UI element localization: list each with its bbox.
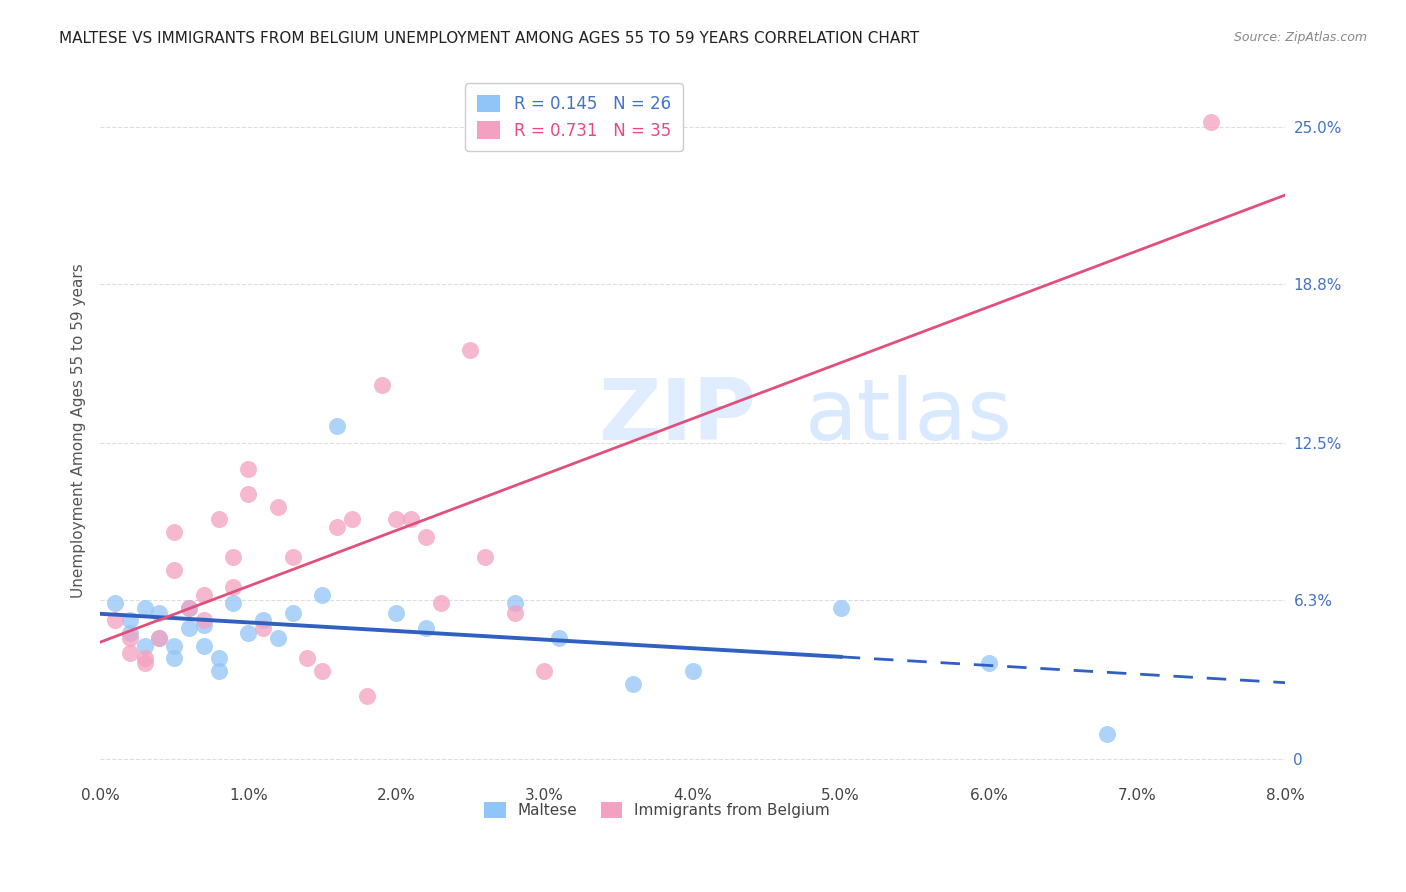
Point <box>385 606 408 620</box>
Point <box>134 639 156 653</box>
Legend: Maltese, Immigrants from Belgium: Maltese, Immigrants from Belgium <box>478 796 837 824</box>
Point <box>682 664 704 678</box>
Point <box>163 563 186 577</box>
Point <box>118 646 141 660</box>
Point <box>267 500 290 514</box>
Point <box>193 618 215 632</box>
Point <box>356 689 378 703</box>
Point <box>297 651 319 665</box>
Point <box>207 512 229 526</box>
Point <box>193 639 215 653</box>
Point <box>118 626 141 640</box>
Point <box>252 621 274 635</box>
Point <box>177 621 200 635</box>
Point <box>415 621 437 635</box>
Point <box>193 613 215 627</box>
Point <box>163 639 186 653</box>
Point <box>238 487 260 501</box>
Point <box>281 550 304 565</box>
Point <box>193 588 215 602</box>
Point <box>118 631 141 645</box>
Point <box>977 657 1000 671</box>
Point <box>104 596 127 610</box>
Point <box>533 664 555 678</box>
Point <box>621 676 644 690</box>
Point <box>148 631 170 645</box>
Point <box>134 600 156 615</box>
Point <box>222 581 245 595</box>
Point <box>222 550 245 565</box>
Point <box>399 512 422 526</box>
Point <box>222 596 245 610</box>
Point <box>238 626 260 640</box>
Point <box>1097 727 1119 741</box>
Point <box>830 600 852 615</box>
Point <box>148 606 170 620</box>
Point <box>430 596 453 610</box>
Text: MALTESE VS IMMIGRANTS FROM BELGIUM UNEMPLOYMENT AMONG AGES 55 TO 59 YEARS CORREL: MALTESE VS IMMIGRANTS FROM BELGIUM UNEMP… <box>59 31 920 46</box>
Point <box>134 651 156 665</box>
Point <box>134 657 156 671</box>
Point <box>163 651 186 665</box>
Point <box>207 664 229 678</box>
Point <box>238 461 260 475</box>
Point <box>326 520 349 534</box>
Point <box>474 550 496 565</box>
Point <box>370 378 392 392</box>
Point <box>548 631 571 645</box>
Point <box>385 512 408 526</box>
Point <box>177 600 200 615</box>
Point <box>281 606 304 620</box>
Point <box>503 596 526 610</box>
Point <box>311 664 333 678</box>
Point <box>267 631 290 645</box>
Point <box>326 418 349 433</box>
Point <box>340 512 363 526</box>
Text: atlas: atlas <box>806 376 1014 458</box>
Point <box>415 530 437 544</box>
Point <box>1199 115 1222 129</box>
Point <box>311 588 333 602</box>
Point <box>207 651 229 665</box>
Point <box>148 631 170 645</box>
Point <box>460 343 482 357</box>
Point <box>163 524 186 539</box>
Text: ZIP: ZIP <box>598 376 755 458</box>
Point <box>503 606 526 620</box>
Point <box>104 613 127 627</box>
Text: Source: ZipAtlas.com: Source: ZipAtlas.com <box>1233 31 1367 45</box>
Point <box>118 613 141 627</box>
Point <box>177 600 200 615</box>
Point <box>252 613 274 627</box>
Y-axis label: Unemployment Among Ages 55 to 59 years: Unemployment Among Ages 55 to 59 years <box>72 263 86 599</box>
